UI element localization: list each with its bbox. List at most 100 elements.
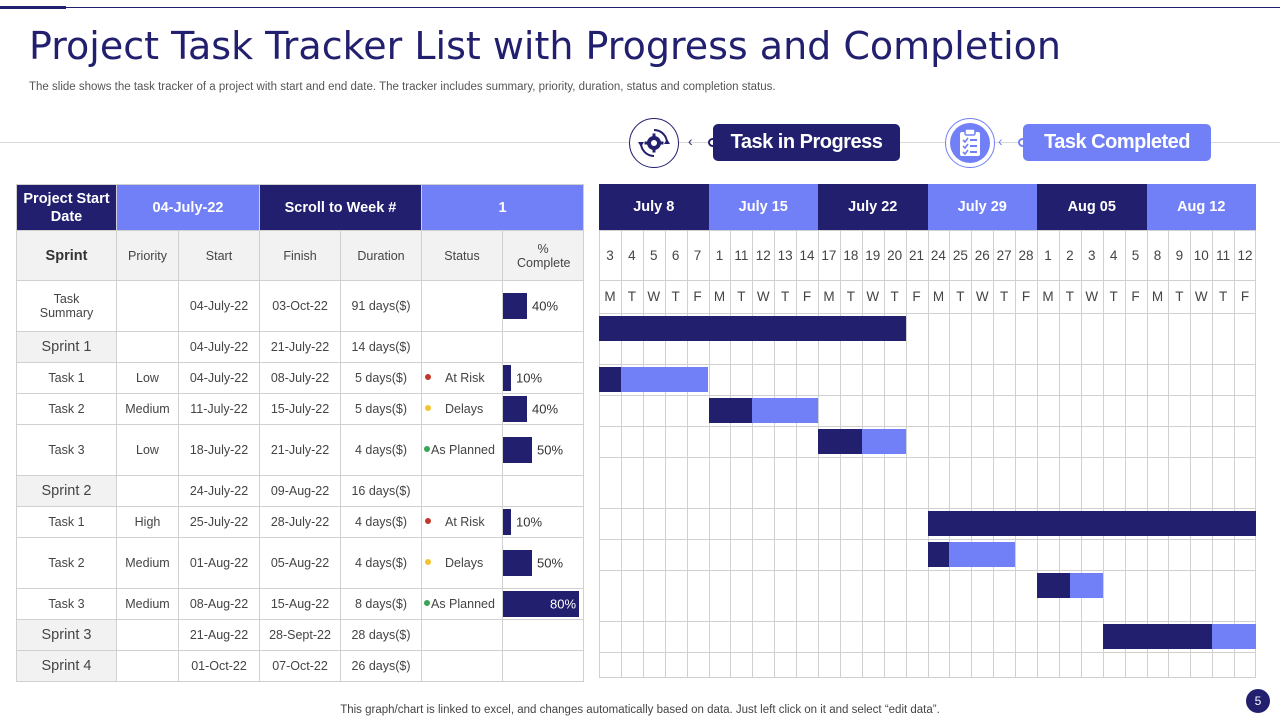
gantt-day-number: 4 [1109, 247, 1118, 263]
column-header-start: Start [178, 230, 260, 281]
page-subtitle: The slide shows the task tracker of a pr… [29, 81, 776, 93]
progress-bar [503, 509, 511, 535]
gantt-weekday: W [866, 289, 880, 304]
gantt-grid-line [1125, 230, 1126, 678]
gantt-grid-line [599, 677, 1256, 678]
gantt-weekday: W [647, 289, 661, 304]
gantt-weekday: T [737, 289, 746, 304]
gantt-weekday: F [1240, 289, 1250, 304]
gantt-day-number: 12 [755, 247, 771, 263]
gantt-week-header: July 22 [818, 184, 928, 230]
progress-label: 10% [516, 370, 543, 386]
row-duration: 5 days($) [340, 393, 422, 425]
table-column-headers: Sprint Priority Start Finish Duration St… [16, 230, 585, 281]
gantt-bar-remaining [1212, 624, 1256, 649]
gantt-weekday: F [1131, 289, 1140, 304]
row-priority: Low [116, 362, 179, 394]
status-dot-icon [425, 373, 431, 380]
gantt-day-number: 1 [715, 247, 724, 263]
sprint-row: Sprint 1 04-July-22 21-July-22 14 days($) [16, 331, 585, 363]
progress-bar [503, 550, 532, 576]
sprint-row: Sprint 2 24-July-22 09-Aug-22 16 days($) [16, 475, 585, 507]
row-start: 21-Aug-22 [178, 619, 260, 651]
row-name: Sprint 1 [16, 331, 117, 363]
gantt-bar-progress [599, 316, 906, 341]
progress-label: 10% [516, 514, 543, 530]
row-duration: 4 days($) [340, 506, 422, 538]
row-start: 24-July-22 [178, 475, 260, 507]
status-dot-icon [425, 558, 431, 565]
gantt-day-number: 24 [930, 247, 946, 263]
gantt-weekday: T [1109, 289, 1118, 304]
progress-label: 40% [532, 298, 559, 314]
row-finish: 09-Aug-22 [259, 475, 341, 507]
row-priority: Low [116, 424, 179, 476]
gantt-grid-line [599, 652, 1256, 653]
gantt-day-number: 13 [777, 247, 793, 263]
row-start: 04-July-22 [178, 362, 260, 394]
gantt-weekday: M [1042, 289, 1054, 304]
status-dot-icon [425, 404, 431, 411]
row-start: 04-July-22 [178, 280, 260, 332]
gantt-day-number: 28 [1018, 247, 1034, 263]
gantt-day-number: 14 [799, 247, 815, 263]
row-name: Task 3 [16, 588, 117, 620]
gantt-grid-line [1081, 230, 1082, 678]
column-header-sprint: Sprint [16, 230, 117, 281]
legend-in-progress-icon-circle [629, 118, 679, 168]
project-start-value[interactable]: 04-July-22 [116, 184, 260, 231]
gantt-weekday: T [1175, 289, 1184, 304]
table-row: Task 3 Medium 08-Aug-22 15-Aug-22 8 days($) A… [16, 588, 585, 620]
gantt-grid-line [599, 230, 1256, 231]
gantt-bar-remaining [1069, 573, 1103, 598]
gantt-grid-line [730, 230, 731, 678]
row-percent-complete: 40% [501, 393, 585, 425]
row-priority: Medium [116, 588, 179, 620]
scroll-to-week-input[interactable]: 1 [420, 184, 585, 231]
progress-label: 50% [537, 555, 564, 571]
table-row: Task 2 Medium 11-July-22 15-July-22 5 days($… [16, 393, 585, 425]
row-priority: Medium [116, 537, 179, 589]
table-row: Task 1 High 25-July-22 28-July-22 4 days($) A… [16, 506, 585, 538]
row-priority [116, 619, 179, 651]
row-status: As Planned [421, 588, 503, 620]
gantt-bar-remaining [752, 398, 818, 423]
status-label: At Risk [445, 515, 485, 529]
status-dot-icon [424, 599, 430, 606]
row-name: Task 2 [16, 537, 117, 589]
gantt-week-header: July 15 [708, 184, 818, 230]
row-finish: 07-Oct-22 [259, 650, 341, 682]
gantt-day-number: 7 [693, 247, 702, 263]
row-priority [116, 650, 179, 682]
footer-note: This graph/chart is linked to excel, and… [340, 704, 940, 716]
progress-label: 40% [532, 401, 559, 417]
gantt-grid-line [643, 230, 644, 678]
gantt-day-number: 11 [1216, 247, 1231, 263]
gantt-bar-progress [818, 429, 862, 454]
gantt-day-number: 11 [734, 247, 749, 263]
gantt-grid-line [599, 426, 1256, 427]
gantt-day-number: 18 [843, 247, 859, 263]
row-status: Delays [421, 393, 503, 425]
row-status: As Planned [421, 424, 503, 476]
gantt-grid-line [1103, 230, 1104, 678]
row-status: At Risk [421, 362, 503, 394]
top-accent-line [66, 7, 1280, 8]
status-label: Delays [445, 556, 484, 570]
row-finish: 21-July-22 [259, 424, 341, 476]
gantt-bar-remaining [861, 429, 906, 454]
gantt-day-number: 20 [887, 247, 903, 263]
gantt-grid-line [621, 230, 622, 678]
row-start: 01-Aug-22 [178, 537, 260, 589]
gantt-bar-progress [708, 398, 753, 423]
row-start: 11-July-22 [178, 393, 260, 425]
gantt-weekday: T [956, 289, 965, 304]
gantt-day-number: 6 [671, 247, 680, 263]
status-label: As Planned [431, 597, 495, 611]
gantt-grid-line [1059, 230, 1060, 678]
gantt-grid-line [949, 230, 950, 678]
row-name: Task 2 [16, 393, 117, 425]
gantt-grid-line [709, 230, 710, 678]
gantt-weekday: W [975, 289, 989, 304]
gantt-grid-line [971, 230, 972, 678]
